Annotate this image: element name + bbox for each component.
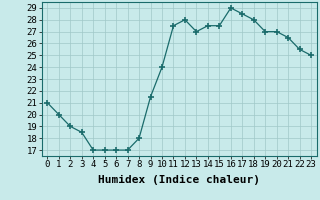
X-axis label: Humidex (Indice chaleur): Humidex (Indice chaleur) bbox=[98, 175, 260, 185]
